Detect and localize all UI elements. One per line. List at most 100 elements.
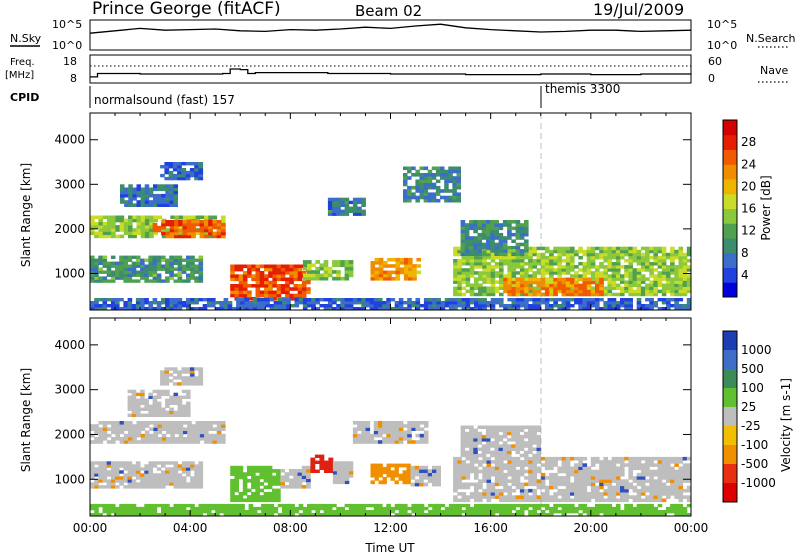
heatmap-cell [507, 450, 512, 455]
heatmap-cell [570, 283, 575, 288]
heatmap-cell [686, 463, 692, 467]
heatmap-cell [98, 228, 104, 232]
heatmap-cell [565, 506, 571, 511]
heatmap-cell [127, 464, 133, 468]
heatmap-cell [186, 389, 191, 394]
heatmap-cell [361, 430, 366, 435]
heatmap-cell [536, 498, 542, 503]
heatmap-cell [599, 466, 604, 471]
heatmap-cell [267, 472, 273, 476]
heatmap-cell [570, 246, 575, 251]
heatmap-cell [565, 286, 571, 291]
heatmap-cell [161, 264, 166, 268]
heatmap-cell [528, 262, 533, 266]
heatmap-cell [215, 510, 220, 514]
heatmap-cell [195, 231, 201, 235]
heatmap-cell [457, 503, 462, 508]
heatmap-cell [336, 260, 341, 264]
heatmap-cell [216, 220, 222, 224]
heatmap-cell [302, 307, 308, 311]
heatmap-cell [165, 301, 170, 305]
heatmap-cell [265, 503, 270, 508]
heatmap-cell [494, 298, 500, 302]
heatmap-cell [553, 485, 558, 490]
heatmap-cell [507, 277, 512, 282]
heatmap-cell [208, 220, 213, 224]
heatmap-cell [119, 276, 124, 280]
heatmap-cell [490, 472, 496, 477]
heatmap-cell [165, 222, 171, 227]
heatmap-cell [123, 510, 128, 514]
heatmap-cell [515, 479, 521, 483]
noise-right-tick-bottom: 10^0 [707, 39, 737, 52]
heatmap-cell [357, 212, 362, 216]
heatmap-cell [407, 304, 412, 308]
heatmap-cell [127, 264, 133, 268]
heatmap-cell [186, 231, 192, 236]
heatmap-cell [357, 298, 362, 302]
heatmap-cell [645, 513, 650, 517]
heatmap-cell [357, 427, 362, 431]
heatmap-cell [190, 461, 195, 465]
heatmap-cell [194, 279, 199, 283]
heatmap-cell [127, 273, 133, 277]
heatmap-cell [144, 479, 149, 483]
heatmap-cell [532, 476, 537, 480]
heatmap-cell [661, 259, 667, 263]
heatmap-cell [498, 252, 504, 256]
heatmap-cell [561, 492, 567, 496]
heatmap-cell [415, 169, 420, 174]
heatmap-cell [427, 185, 433, 190]
heatmap-cell [123, 228, 129, 232]
heatmap-cell [98, 307, 103, 311]
heatmap-cell [544, 495, 550, 499]
heatmap-cell [370, 273, 376, 278]
heatmap-cell [499, 298, 504, 302]
heatmap-cell [135, 264, 141, 268]
heatmap-cell [102, 307, 108, 311]
heatmap-cell [234, 274, 240, 278]
heatmap-cell [378, 506, 383, 511]
heatmap-cell [640, 472, 646, 477]
heatmap-cell [227, 301, 233, 305]
heatmap-cell [140, 424, 146, 428]
heatmap-cell [549, 485, 554, 490]
heatmap-cell [148, 506, 153, 511]
heatmap-cell [336, 477, 342, 481]
heatmap-cell [165, 261, 170, 265]
heatmap-cell [557, 476, 562, 480]
heatmap-cell [255, 274, 261, 278]
heatmap-cell [374, 477, 379, 481]
heatmap-cell [444, 173, 449, 177]
heatmap-cell [611, 466, 617, 471]
heatmap-cell [515, 441, 520, 445]
heatmap-cell [523, 444, 529, 448]
heatmap-cell [373, 307, 379, 311]
heatmap-cell [624, 456, 629, 461]
heatmap-cell [399, 257, 405, 262]
heatmap-cell [460, 425, 466, 429]
heatmap-cell [190, 476, 195, 480]
heatmap-cell [490, 466, 496, 471]
heatmap-cell [332, 209, 337, 213]
heatmap-cell [528, 503, 533, 508]
heatmap-cell [432, 482, 437, 487]
heatmap-cell [561, 469, 567, 474]
heatmap-cell [90, 267, 95, 271]
heatmap-cell [123, 461, 128, 465]
heatmap-cell [127, 510, 133, 514]
heatmap-cell [519, 438, 525, 442]
heatmap-cell [340, 513, 345, 517]
heatmap-cell [444, 176, 449, 180]
heatmap-cell [106, 267, 112, 271]
heatmap-cell [132, 234, 137, 239]
heatmap-cell [678, 292, 684, 297]
heatmap-cell [332, 307, 337, 311]
heatmap-cell [403, 192, 408, 196]
heatmap-cell [486, 255, 492, 260]
x-tick-label: 20:00 [574, 521, 609, 535]
heatmap-cell [123, 424, 129, 428]
heatmap-cell [423, 192, 429, 196]
heatmap-cell [519, 289, 525, 294]
heatmap-cell [340, 474, 346, 478]
